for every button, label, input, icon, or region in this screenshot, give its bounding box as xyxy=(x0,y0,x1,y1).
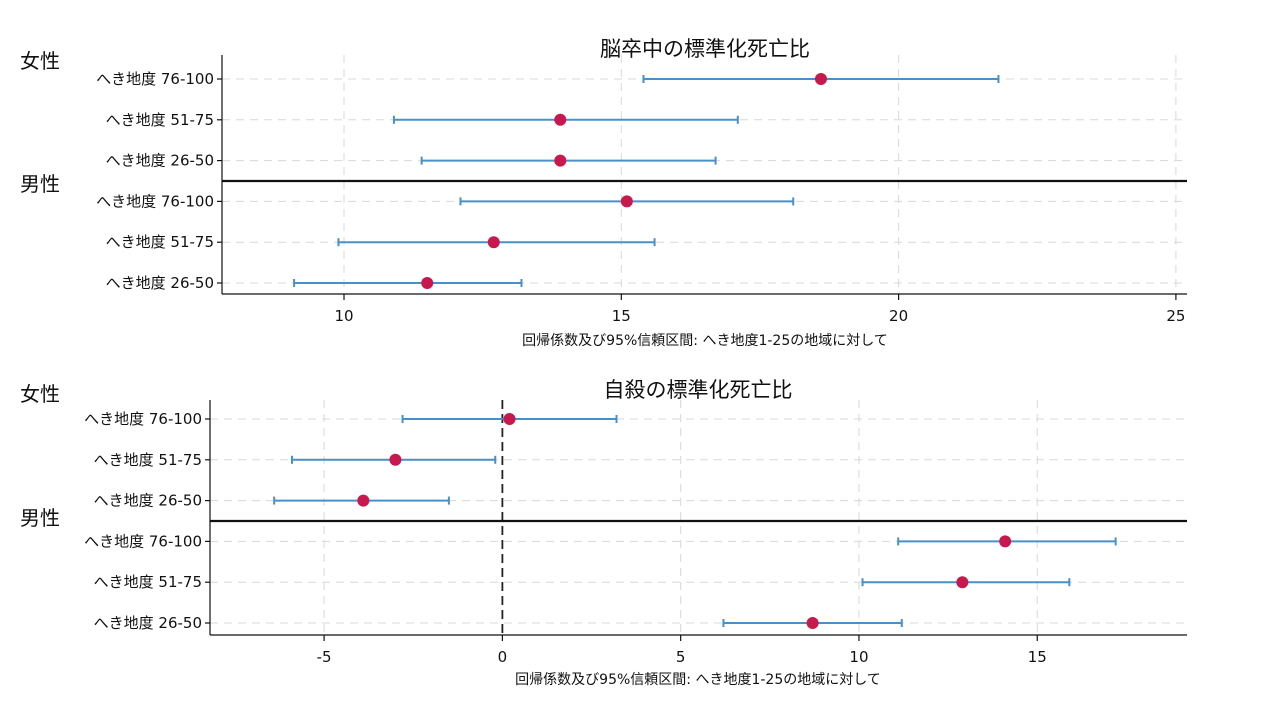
stroke-xlabel: 回帰係数及び95%信頼区間: へき地度1-25の地域に対して xyxy=(522,332,888,349)
suicide-row-label-5: へき地度 26-50 xyxy=(94,614,202,632)
stroke-row-label-4: へき地度 51-75 xyxy=(106,233,214,251)
group-label-male-top: 男性 xyxy=(20,172,60,196)
stroke-xtick-label-2: 20 xyxy=(889,307,908,325)
stroke-point-0 xyxy=(814,73,827,85)
stroke-point-4 xyxy=(487,236,500,249)
stroke-point-5 xyxy=(421,277,434,289)
suicide-smr-chart: 自殺の標準化死亡比 -5 0 5 10 15 回帰係数及び95%信頼区間: へき地度1-25… xyxy=(84,378,1187,688)
suicide-point-5 xyxy=(806,617,819,629)
stroke-row-label-3: へき地度 76-100 xyxy=(96,192,214,210)
suicide-xtick-label-2: 5 xyxy=(676,648,686,666)
stroke-title: 脳卒中の標準化死亡比 xyxy=(600,37,810,61)
suicide-xtick-label-0: -5 xyxy=(317,648,332,666)
suicide-row-label-0: へき地度 76-100 xyxy=(84,410,202,428)
suicide-xtick-label-4: 15 xyxy=(1028,648,1047,666)
stroke-row-label-5: へき地度 26-50 xyxy=(106,274,214,292)
stroke-point-1 xyxy=(554,113,567,126)
stroke-row-label-1: へき地度 51-75 xyxy=(106,111,214,129)
group-label-female-bottom: 女性 xyxy=(20,382,60,406)
stroke-row-label-0: へき地度 76-100 xyxy=(96,70,214,88)
stroke-smr-chart: 脳卒中の標準化死亡比 10 15 20 25 回帰係数及び95%信頼区間: へき地度1-2… xyxy=(96,37,1187,349)
suicide-row-label-1: へき地度 51-75 xyxy=(94,451,202,469)
stroke-point-2 xyxy=(554,154,567,167)
suicide-title: 自殺の標準化死亡比 xyxy=(604,378,793,402)
suicide-point-3 xyxy=(999,535,1012,548)
suicide-xtick-label-3: 10 xyxy=(849,648,868,666)
stroke-point-3 xyxy=(620,195,633,208)
group-label-female-top: 女性 xyxy=(20,49,60,73)
suicide-row-label-2: へき地度 26-50 xyxy=(94,492,202,510)
suicide-xtick-label-1: 0 xyxy=(498,648,508,666)
suicide-point-4 xyxy=(956,576,969,589)
stroke-row-label-2: へき地度 26-50 xyxy=(106,152,214,170)
suicide-row-label-4: へき地度 51-75 xyxy=(94,573,202,591)
stroke-xtick-label-3: 25 xyxy=(1166,307,1185,325)
stroke-xtick-label-1: 15 xyxy=(612,307,631,325)
suicide-row-label-3: へき地度 76-100 xyxy=(84,532,202,550)
suicide-point-1 xyxy=(389,453,402,466)
suicide-point-2 xyxy=(357,494,370,507)
group-label-male-bottom: 男性 xyxy=(20,506,60,530)
suicide-xlabel: 回帰係数及び95%信頼区間: へき地度1-25の地域に対して xyxy=(515,671,881,688)
suicide-point-0 xyxy=(503,413,516,425)
stroke-xtick-label-0: 10 xyxy=(334,307,353,325)
